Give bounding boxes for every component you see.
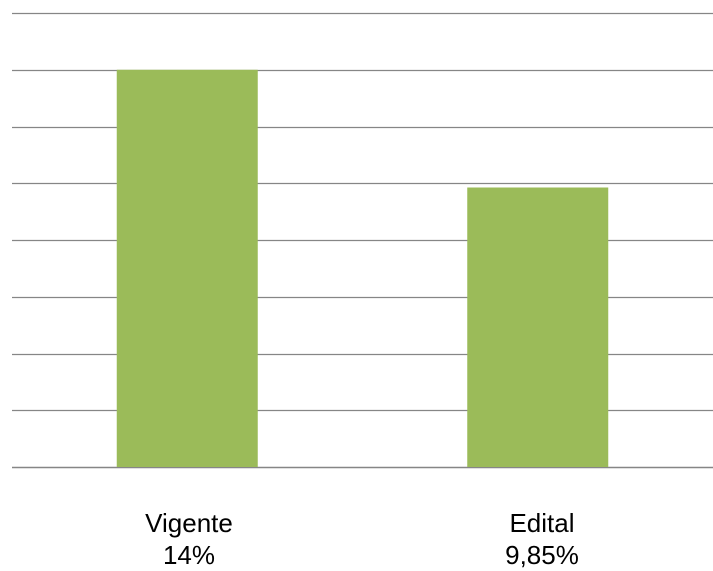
category-label-vigente-value: 14% [163, 540, 215, 570]
bars [116, 69, 609, 467]
bar-vigente [116, 69, 258, 467]
category-labels: Vigente 14% Edital 9,85% [145, 508, 579, 570]
category-label-edital-name: Edital [509, 508, 574, 538]
bar-edital [467, 187, 609, 467]
category-label-edital-value: 9,85% [505, 540, 579, 570]
category-label-vigente-name: Vigente [145, 508, 233, 538]
